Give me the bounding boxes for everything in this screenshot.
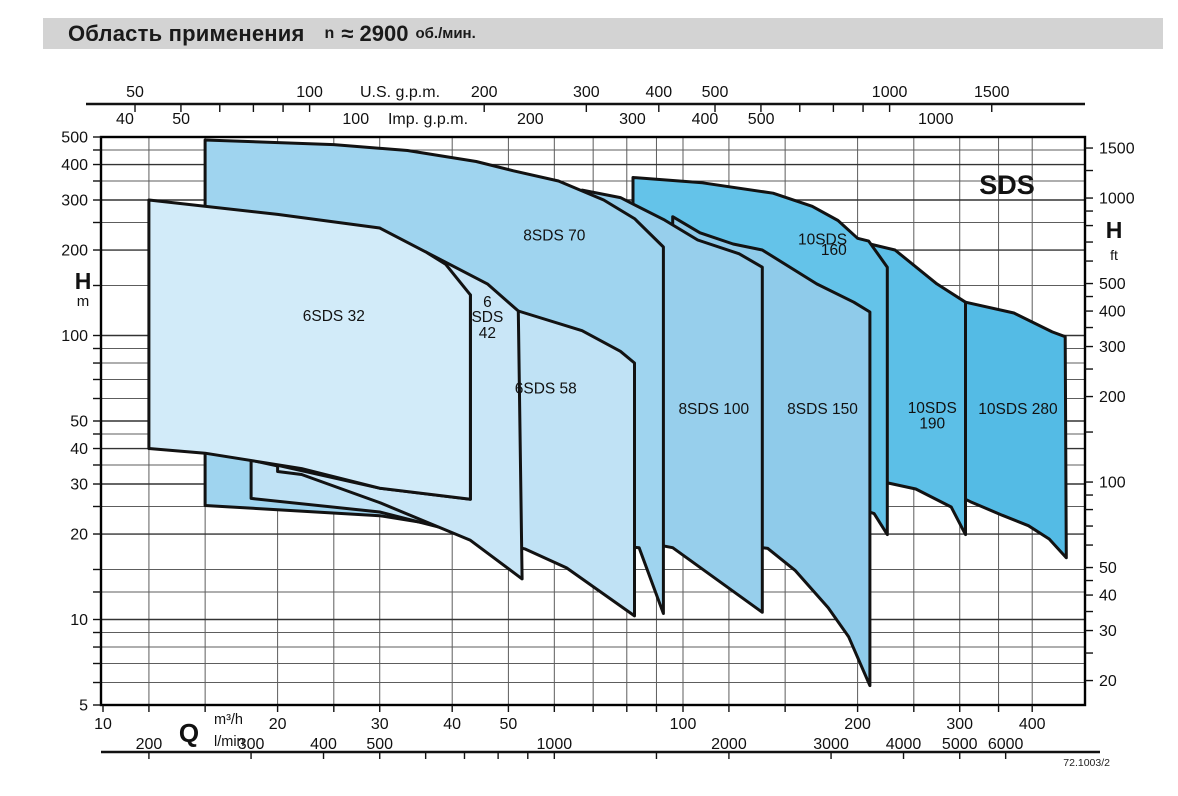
us-gpm-unit: U.S. g.p.m.: [360, 84, 440, 101]
left-tick-label: 50: [70, 414, 88, 431]
us-gpm-label: 50: [126, 84, 144, 101]
page-title: Область применения: [68, 20, 305, 46]
us-gpm-label: 1000: [872, 84, 908, 101]
imp-gpm-label: 100: [342, 111, 369, 128]
m3h-label: 200: [844, 716, 871, 733]
right-tick-label: 100: [1099, 475, 1126, 492]
right-tick-label: 40: [1099, 588, 1117, 605]
lmin-label: 2000: [711, 736, 747, 753]
left-tick-label: 30: [70, 477, 88, 494]
right-tick-label: 50: [1099, 560, 1117, 577]
lmin-label: 3000: [813, 736, 849, 753]
right-axis-unit: ft: [1110, 247, 1118, 263]
region-label-6sds-42: SDS: [471, 309, 503, 326]
imp-gpm-label: 500: [748, 111, 775, 128]
region-label-8sds-70: 8SDS 70: [523, 227, 585, 244]
left-tick-label: 40: [70, 441, 88, 458]
top-axis-gpm: 50 100 200 300 400 500 1000 1500 U.S. g.p.m. 40 50…: [86, 84, 1085, 128]
lmin-label: 500: [366, 736, 393, 753]
speed-value: ≈ 2900: [341, 20, 409, 46]
right-tick-label: 400: [1099, 304, 1126, 321]
us-gpm-label: 1500: [974, 84, 1010, 101]
region-10sds-280: [964, 300, 1068, 560]
right-tick-label: 200: [1099, 389, 1126, 406]
region-label-6sds-42: 6: [483, 294, 492, 311]
left-axis-symbol: H: [75, 268, 92, 294]
lmin-label: 400: [310, 736, 337, 753]
m3h-label: 30: [371, 716, 389, 733]
imp-gpm-label: 300: [619, 111, 646, 128]
left-tick-label: 20: [70, 527, 88, 544]
imp-gpm-unit: Imp. g.p.m.: [388, 111, 468, 128]
m3h-label: 400: [1019, 716, 1046, 733]
flow-axis-unit-m3h: m³/h: [214, 712, 243, 728]
right-tick-label: 30: [1099, 623, 1117, 640]
right-tick-label: 300: [1099, 339, 1126, 356]
us-gpm-label: 200: [471, 84, 498, 101]
m3h-label: 300: [946, 716, 973, 733]
left-axis-unit: m: [77, 293, 90, 310]
imp-gpm-label: 40: [116, 111, 134, 128]
imp-gpm-label: 50: [172, 111, 190, 128]
speed-symbol: n: [324, 24, 335, 42]
region-label-6sds-58: 6SDS 58: [515, 381, 577, 398]
region-label-10sds-160: 160: [821, 242, 847, 259]
region-label-6sds-32: 6SDS 32: [303, 308, 365, 325]
lmin-label: 6000: [988, 736, 1024, 753]
left-tick-label: 100: [61, 328, 88, 345]
m3h-label: 100: [670, 716, 697, 733]
right-axis-symbol: H: [1106, 217, 1123, 243]
region-label-6sds-42: 42: [479, 325, 496, 342]
title-bar: Область применения n ≈ 2900 об./мин.: [43, 18, 1163, 49]
lmin-label: 4000: [886, 736, 922, 753]
region-label-10sds-280: 10SDS 280: [978, 401, 1058, 418]
lmin-label: 1000: [537, 736, 573, 753]
flow-axis-symbol: Q: [179, 718, 199, 748]
region-label-8sds-150: 8SDS 150: [787, 401, 858, 418]
region-label-10sds-190: 190: [919, 415, 945, 432]
region-label-8sds-100: 8SDS 100: [678, 401, 749, 418]
imp-gpm-label: 1000: [918, 111, 954, 128]
lmin-label: 5000: [942, 736, 978, 753]
right-tick-label: 500: [1099, 276, 1126, 293]
region-label-10sds-190: 10SDS: [908, 400, 957, 417]
drawing-number: 72.1003/2: [1063, 757, 1110, 769]
us-gpm-label: 500: [702, 84, 729, 101]
left-tick-label: 200: [61, 243, 88, 260]
left-tick-label: 500: [61, 130, 88, 147]
lmin-label: 200: [136, 736, 163, 753]
bottom-axis-flow: 10 20 30 40 50 100 200 300 400 200 300 400 500 1000 20…: [94, 705, 1100, 759]
m3h-label: 20: [269, 716, 287, 733]
right-axis-head-ft: 1500 1000 500 400 300 200 100 50 40 30 20 Hft: [1085, 141, 1135, 690]
us-gpm-label: 100: [296, 84, 323, 101]
right-tick-label: 20: [1099, 673, 1117, 690]
left-tick-label: 5: [79, 698, 88, 715]
m3h-label: 10: [94, 716, 112, 733]
left-axis-head-m: 500 400 300 200 100 50 40 30 20 10 5 Hm: [61, 130, 101, 715]
imp-gpm-label: 400: [692, 111, 719, 128]
us-gpm-label: 400: [645, 84, 672, 101]
left-tick-label: 400: [61, 157, 88, 174]
m3h-label: 40: [443, 716, 461, 733]
region-6sds-32: [147, 198, 472, 501]
imp-gpm-label: 200: [517, 111, 544, 128]
right-tick-label: 1500: [1099, 141, 1135, 158]
m3h-label: 50: [500, 716, 518, 733]
flow-axis-unit-lmin: l/min: [214, 734, 245, 750]
right-tick-label: 1000: [1099, 191, 1135, 208]
left-tick-label: 10: [70, 612, 88, 629]
lmin-label: 300: [238, 736, 265, 753]
pump-regions: [147, 138, 1068, 688]
brand-label: SDS: [979, 170, 1035, 200]
us-gpm-label: 300: [573, 84, 600, 101]
region-label-10sds-160: 10SDS: [798, 231, 847, 248]
left-tick-label: 300: [61, 193, 88, 210]
speed-units: об./мин.: [415, 25, 476, 42]
